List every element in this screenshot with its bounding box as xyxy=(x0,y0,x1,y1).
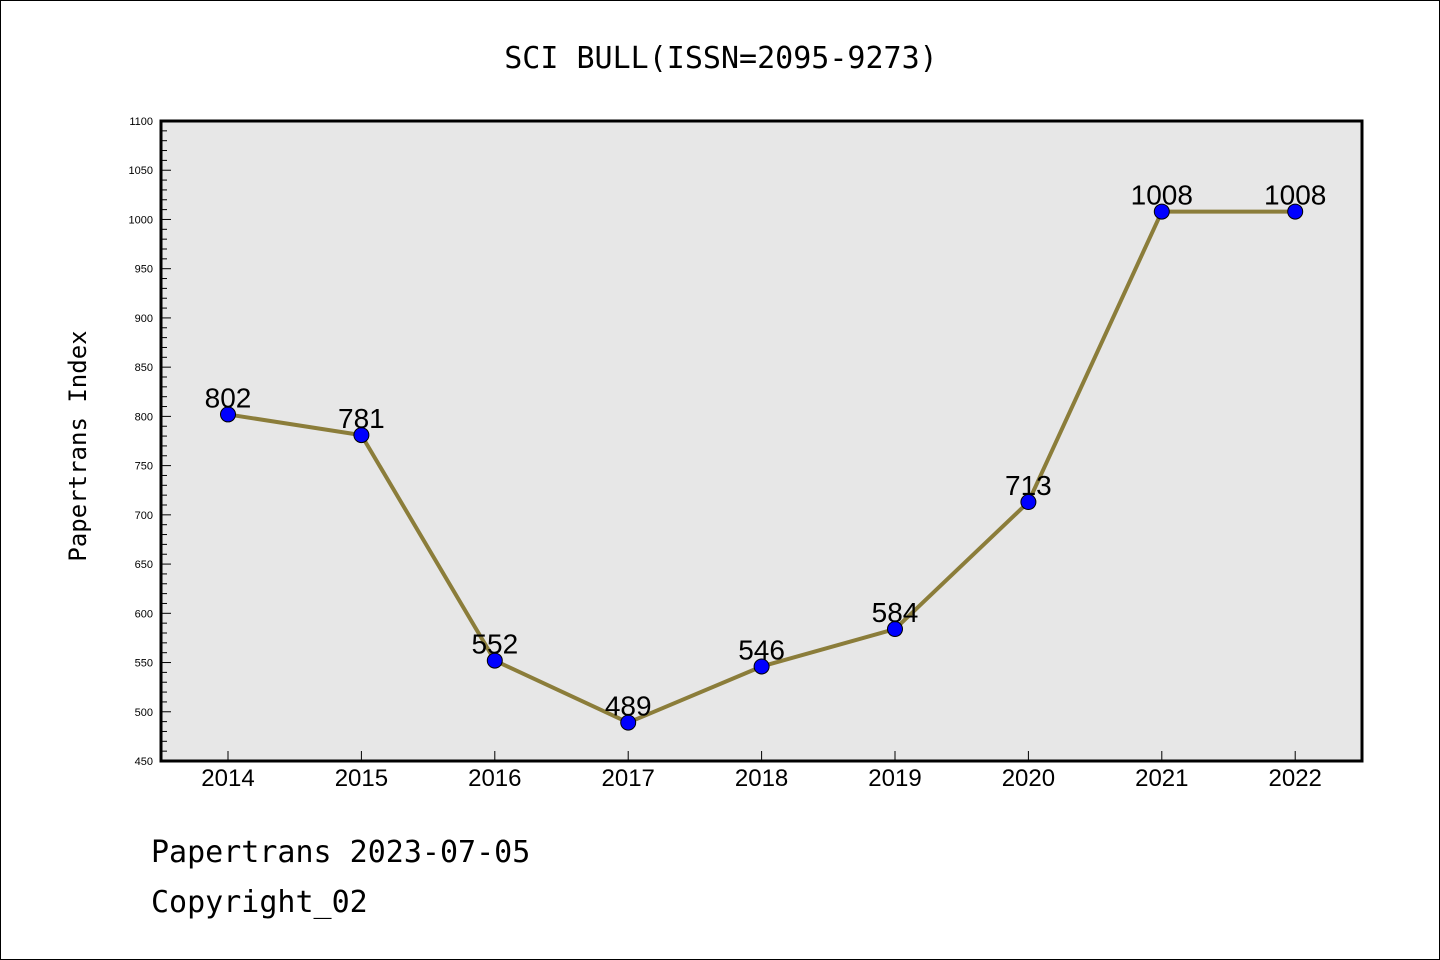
y-tick-label: 900 xyxy=(135,313,153,325)
data-point-marker xyxy=(1153,203,1170,220)
data-point-marker xyxy=(1287,203,1304,220)
x-tick-label: 2021 xyxy=(1135,765,1188,792)
data-label: 489 xyxy=(605,691,652,722)
y-axis: 450 500 550 600 650 700 750 800 850 900 950 1000 105… xyxy=(129,116,171,768)
x-axis: 2014 2015 2016 2017 2018 2019 2020 2021 2022 xyxy=(201,751,1322,792)
data-label: 1008 xyxy=(1131,180,1193,211)
x-tick-label: 2022 xyxy=(1269,765,1322,792)
y-tick-label: 700 xyxy=(135,510,153,522)
data-label: 1008 xyxy=(1264,180,1326,211)
data-label: 552 xyxy=(471,629,518,660)
data-point-marker xyxy=(353,427,370,444)
y-tick-label: 600 xyxy=(135,608,153,620)
x-tick-label: 2020 xyxy=(1002,765,1055,792)
x-tick-label: 2018 xyxy=(735,765,788,792)
footer-date-text: Papertrans 2023-07-05 xyxy=(151,835,531,870)
data-point-marker xyxy=(620,714,637,731)
x-tick-label: 2019 xyxy=(868,765,921,792)
data-label: 802 xyxy=(205,382,252,413)
plot-frame xyxy=(159,119,1364,763)
y-tick-label: 850 xyxy=(135,362,153,374)
y-tick-label: 500 xyxy=(135,707,153,719)
x-tick-label: 2014 xyxy=(201,765,254,792)
data-label: 713 xyxy=(1005,470,1052,501)
y-tick-label: 750 xyxy=(135,461,153,473)
data-label: 781 xyxy=(338,403,385,434)
y-tick-label: 550 xyxy=(135,658,153,670)
footer-copyright-text: Copyright_02 xyxy=(151,885,368,920)
data-point-marker xyxy=(887,621,903,638)
series-line-group: 802 781 552 489 546 584 713 1008 1008 xyxy=(205,180,1326,731)
y-tick-label: 950 xyxy=(135,264,153,276)
x-tick-label: 2017 xyxy=(602,765,655,792)
data-point-marker xyxy=(1020,494,1037,511)
x-tick-label: 2016 xyxy=(468,765,521,792)
y-tick-label: 1000 xyxy=(129,214,153,226)
data-point-marker xyxy=(220,406,236,423)
data-point-marker xyxy=(486,652,503,669)
data-label: 584 xyxy=(872,597,919,628)
y-tick-label: 450 xyxy=(135,756,153,768)
x-tick-label: 2015 xyxy=(335,765,388,792)
data-point-marker xyxy=(753,658,770,675)
chart-title: SCI BULL(ISSN=2095-9273) xyxy=(504,41,937,76)
y-tick-label: 800 xyxy=(135,411,153,423)
y-tick-label: 650 xyxy=(135,559,153,571)
y-axis-label: Papertrans Index xyxy=(64,330,92,561)
y-tick-label: 1100 xyxy=(129,116,153,128)
y-tick-label: 1050 xyxy=(129,165,153,177)
data-label: 546 xyxy=(738,634,785,665)
